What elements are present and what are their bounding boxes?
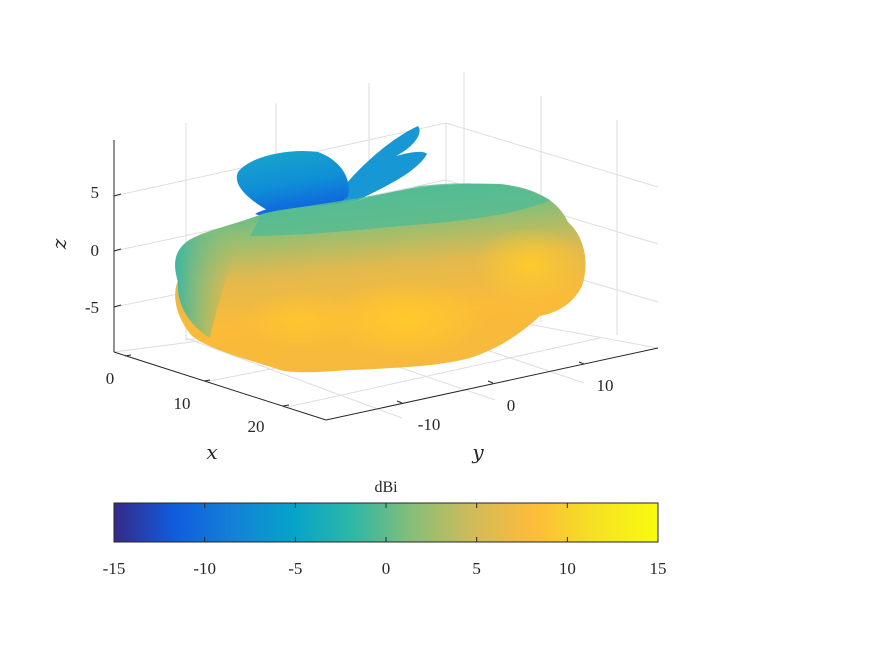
grid-line — [282, 337, 601, 409]
colorbar-strip — [113, 502, 659, 543]
y-axis-line — [325, 347, 659, 421]
x-tick-label: 10 — [174, 394, 191, 413]
colorbar-tick-label: -10 — [193, 559, 216, 578]
grid-line — [185, 337, 403, 419]
y-tick-label: 10 — [597, 376, 614, 395]
colorbar: dBi -15 -10 -5 0 5 10 15 — [103, 479, 667, 578]
x-tick — [124, 354, 132, 357]
colorbar-tick-label: -5 — [288, 559, 302, 578]
upper-lobe-left — [236, 150, 349, 215]
x-axis-line — [113, 351, 327, 421]
x-axis-label: x — [206, 440, 217, 464]
x-tick-label: 0 — [106, 369, 115, 388]
z-tick — [113, 193, 122, 197]
z-tick-label: 5 — [91, 183, 100, 202]
grid-line — [445, 122, 659, 188]
y-axis-label: y — [471, 440, 484, 464]
upper-lobe-right — [330, 126, 427, 205]
colorbar-tick-label: 10 — [559, 559, 576, 578]
colorbar-tick-label: -15 — [103, 559, 126, 578]
y-tick — [396, 400, 403, 404]
z-axis-label: z — [47, 238, 71, 250]
z-tick-label: 0 — [91, 241, 100, 260]
colorbar-label: dBi — [374, 479, 398, 496]
radiation-pattern-surface — [175, 126, 586, 373]
colorbar-tick-label: 5 — [472, 559, 481, 578]
axes-lines — [113, 140, 659, 421]
colorbar-ticks — [113, 503, 659, 542]
x-tick-label: 20 — [248, 417, 265, 436]
z-tick — [113, 304, 122, 308]
colorbar-tick-labels: -15 -10 -5 0 5 10 15 — [103, 559, 667, 578]
y-tick — [578, 361, 585, 365]
colorbar-tick-label: 15 — [650, 559, 667, 578]
colorbar-tick-label: 0 — [382, 559, 391, 578]
y-tick-label: 0 — [507, 396, 516, 415]
z-tick-label: -5 — [85, 298, 99, 317]
y-tick — [487, 380, 494, 384]
y-tick-label: -10 — [418, 415, 441, 434]
x-tick — [282, 404, 290, 407]
x-tick — [203, 379, 211, 382]
z-tick — [113, 248, 122, 252]
